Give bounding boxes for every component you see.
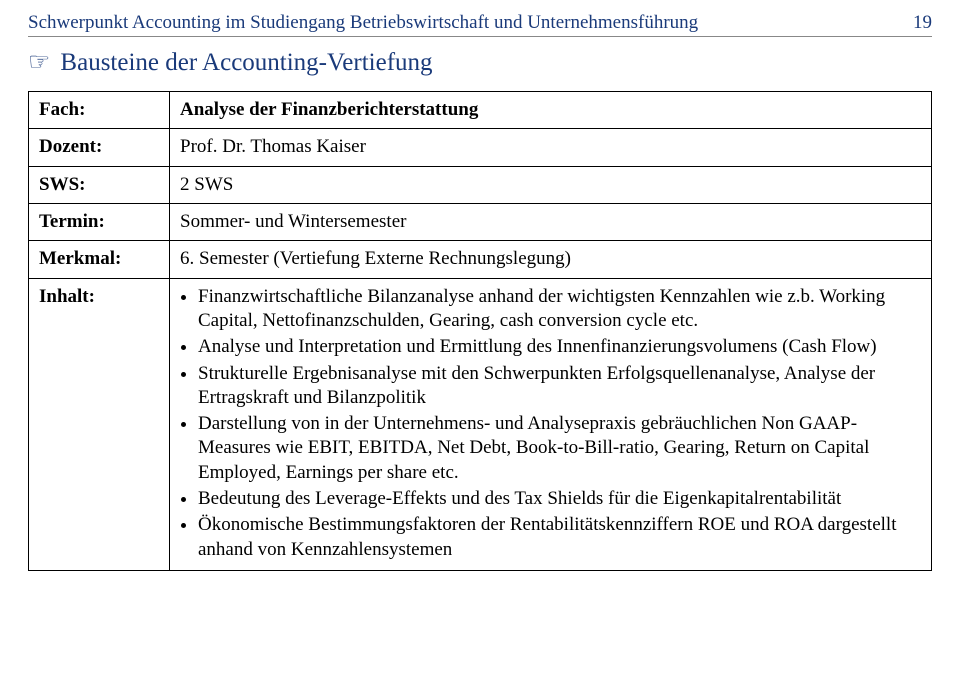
label-sws: SWS:	[29, 166, 170, 203]
info-table: Fach: Analyse der Finanzberichterstattun…	[28, 91, 932, 571]
value-dozent: Prof. Dr. Thomas Kaiser	[170, 129, 932, 166]
value-fach: Analyse der Finanzberichterstattung	[170, 92, 932, 129]
label-fach: Fach:	[29, 92, 170, 129]
section-heading-text: Bausteine der Accounting-Vertiefung	[60, 49, 432, 76]
inhalt-item: Finanzwirtschaftliche Bilanzanalyse anha…	[198, 285, 921, 334]
header-row: Schwerpunkt Accounting im Studiengang Be…	[28, 12, 932, 37]
row-merkmal: Merkmal: 6. Semester (Vertiefung Externe…	[29, 241, 932, 278]
inhalt-list: Finanzwirtschaftliche Bilanzanalyse anha…	[180, 285, 921, 562]
row-dozent: Dozent: Prof. Dr. Thomas Kaiser	[29, 129, 932, 166]
value-inhalt: Finanzwirtschaftliche Bilanzanalyse anha…	[170, 278, 932, 570]
inhalt-item: Bedeutung des Leverage-Effekts und des T…	[198, 487, 921, 511]
inhalt-item: Analyse und Interpretation und Ermittlun…	[198, 335, 921, 359]
value-merkmal: 6. Semester (Vertiefung Externe Rechnung…	[170, 241, 932, 278]
row-fach: Fach: Analyse der Finanzberichterstattun…	[29, 92, 932, 129]
pointer-icon: ☞	[28, 48, 50, 76]
inhalt-item: Strukturelle Ergebnisanalyse mit den Sch…	[198, 362, 921, 411]
section-heading: ☞ Bausteine der Accounting-Vertiefung	[28, 47, 932, 77]
page-number: 19	[913, 12, 932, 34]
header-title: Schwerpunkt Accounting im Studiengang Be…	[28, 12, 698, 34]
row-termin: Termin: Sommer- und Wintersemester	[29, 203, 932, 240]
label-inhalt: Inhalt:	[29, 278, 170, 570]
label-merkmal: Merkmal:	[29, 241, 170, 278]
row-sws: SWS: 2 SWS	[29, 166, 932, 203]
value-fach-text: Analyse der Finanzberichterstattung	[180, 99, 478, 120]
row-inhalt: Inhalt: Finanzwirtschaftliche Bilanzanal…	[29, 278, 932, 570]
value-termin: Sommer- und Wintersemester	[170, 203, 932, 240]
value-sws: 2 SWS	[170, 166, 932, 203]
inhalt-item: Darstellung von in der Unternehmens- und…	[198, 412, 921, 485]
label-dozent: Dozent:	[29, 129, 170, 166]
inhalt-item: Ökonomische Bestimmungsfaktoren der Rent…	[198, 513, 921, 562]
label-termin: Termin:	[29, 203, 170, 240]
slide-container: Schwerpunkt Accounting im Studiengang Be…	[0, 0, 960, 591]
